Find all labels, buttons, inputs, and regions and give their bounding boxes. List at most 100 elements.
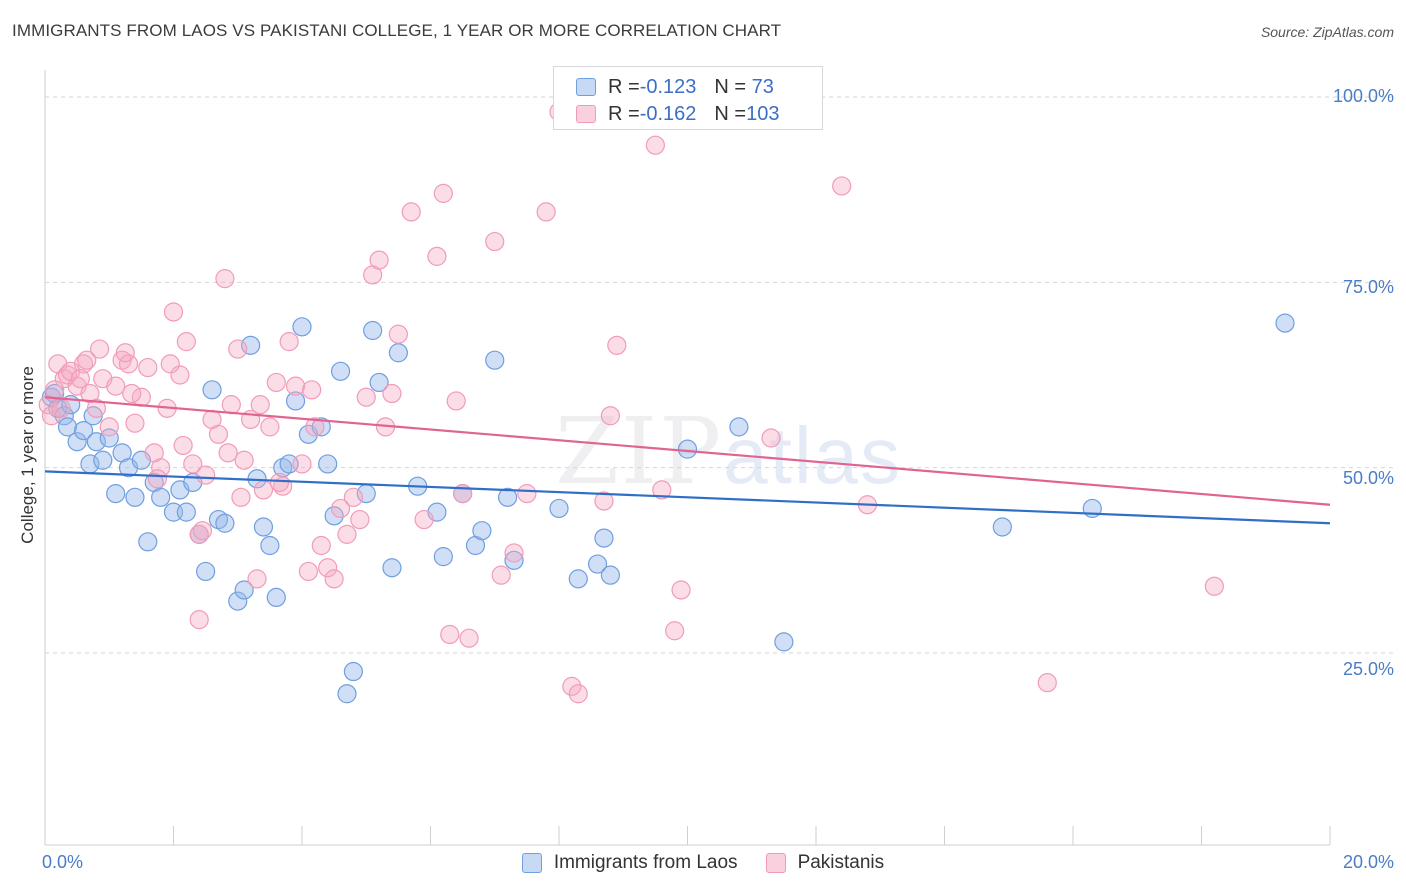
laos-point	[241, 335, 261, 355]
pakistani-point	[183, 454, 203, 474]
laos-point	[73, 421, 94, 441]
laos-point	[382, 558, 402, 578]
pakistani-point	[189, 524, 209, 544]
pakistani-point	[343, 487, 363, 507]
laos-point	[253, 517, 274, 537]
pakistani-point	[77, 350, 97, 370]
laos-point	[125, 487, 145, 507]
pakistani-point	[832, 176, 852, 196]
pakistani-point	[652, 480, 672, 500]
y-tick-label: 50.0%	[1342, 468, 1394, 488]
legend-label: Pakistanis	[797, 852, 885, 873]
pakistani-point	[536, 202, 556, 222]
pakistani-point	[192, 521, 213, 541]
pakistani-point	[285, 376, 306, 396]
pakistani-point	[170, 365, 190, 385]
correlation-legend: R = -0.123 N = 73 R = -0.162 N = 103	[553, 66, 823, 130]
pakistani-point	[99, 417, 119, 437]
pakistani-point	[318, 558, 338, 578]
pakistani-point	[337, 524, 357, 544]
pakistani-point	[45, 380, 65, 400]
pakistani-point	[196, 465, 216, 485]
pakistani-point	[401, 202, 421, 222]
pakistani-point	[1204, 576, 1224, 596]
laos-point	[324, 506, 344, 526]
r-value: -0.123	[639, 75, 697, 98]
pakistani-point	[504, 543, 524, 563]
y-tick-label: 25.0%	[1342, 659, 1394, 679]
laos-point	[677, 439, 698, 459]
laos-point	[99, 428, 119, 448]
y-tick-label: 100.0%	[1332, 86, 1394, 106]
laos-point	[549, 498, 569, 519]
pakistani-point	[485, 231, 505, 252]
laos-point	[587, 554, 608, 574]
pakistani-point	[115, 343, 135, 363]
pakistani-point	[118, 354, 139, 374]
pakistani-point	[61, 361, 81, 381]
laos-point	[330, 361, 351, 381]
laos-swatch-icon	[521, 853, 542, 873]
pakistani-point	[388, 324, 408, 344]
laos-point	[93, 450, 113, 470]
pakistani-point	[90, 339, 110, 359]
laos-point	[504, 550, 524, 570]
legend-row-laos: R = -0.123 N = 73	[576, 74, 774, 100]
pakistani-point	[231, 487, 251, 507]
laos-point	[472, 521, 492, 541]
laos-point	[318, 454, 338, 474]
laos-point	[138, 532, 158, 552]
laos-point	[992, 517, 1012, 537]
source-label: Source: ZipAtlas.com	[1260, 24, 1394, 40]
r-value: -0.162	[639, 102, 697, 125]
pakistani-point	[298, 561, 319, 582]
laos-point	[86, 432, 107, 452]
pakistani-point	[106, 376, 126, 396]
laos-point	[266, 587, 286, 608]
pakistani-point	[330, 498, 351, 519]
pakistani-point	[600, 406, 621, 426]
laos-point	[498, 487, 518, 507]
laos-point	[369, 372, 389, 393]
laos-point	[311, 417, 331, 437]
r-label: R =	[608, 102, 640, 125]
pakistani-point	[369, 250, 389, 270]
pakistani-point	[459, 628, 479, 648]
pakistani-swatch-icon	[765, 853, 786, 873]
pakistani-point	[433, 183, 453, 203]
series-legend: Immigrants from Laos Pakistanis	[0, 852, 1406, 874]
pakistani-point	[70, 369, 90, 389]
laos-point	[202, 380, 222, 400]
laos-point	[67, 432, 87, 452]
y-axis-label: College, 1 year or more	[18, 366, 37, 544]
laos-point	[234, 580, 254, 600]
laos-point	[774, 632, 794, 652]
pakistani-swatch-icon	[576, 105, 596, 123]
pakistani-point	[160, 354, 180, 374]
watermark: ZIPatlas	[555, 398, 902, 505]
pakistani-point	[350, 509, 370, 530]
n-label: N =	[714, 102, 747, 125]
n-value: 73	[746, 75, 774, 98]
pakistani-point	[57, 365, 78, 385]
chart-title: IMMIGRANTS FROM LAOS VS PAKISTANI COLLEG…	[12, 21, 782, 40]
laos-point	[215, 513, 235, 533]
y-tick-label: 75.0%	[1342, 277, 1394, 297]
pakistani-point	[761, 428, 781, 448]
pakistani-point	[382, 383, 402, 404]
laos-point	[568, 569, 588, 589]
pakistani-point	[163, 302, 184, 322]
legend-label: Immigrants from Laos	[553, 852, 738, 873]
laos-point	[292, 317, 312, 337]
laos-swatch-icon	[576, 78, 596, 96]
pakistani-point	[356, 387, 376, 407]
pakistani-point	[228, 339, 248, 359]
pakistani-point	[250, 395, 270, 415]
pakistani-point	[218, 443, 238, 463]
pakistani-point	[1037, 673, 1057, 693]
laos-point	[433, 547, 453, 567]
pakistani-point	[562, 676, 582, 696]
pakistani-point	[594, 491, 614, 511]
pakistani-point	[279, 332, 299, 352]
